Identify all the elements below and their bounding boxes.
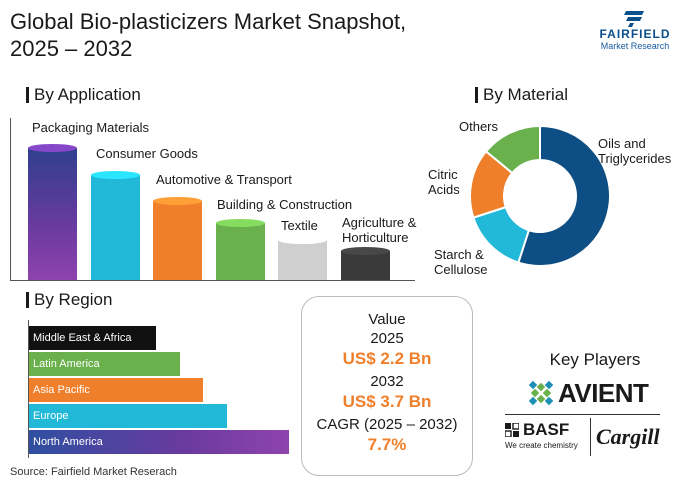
value-year-2025: 2025 bbox=[370, 330, 404, 347]
application-y-axis bbox=[10, 118, 11, 280]
fairfield-logo: FAIRFIELD Market Research bbox=[585, 8, 685, 51]
page-title: Global Bio-plasticizers Market Snapshot,… bbox=[10, 8, 510, 62]
region-bar: Asia Pacific bbox=[29, 378, 203, 402]
logo-brand: FAIRFIELD bbox=[599, 27, 671, 41]
region-bar: Middle East & Africa bbox=[29, 326, 156, 350]
logo-subtitle: Market Research bbox=[600, 41, 670, 51]
application-label: Textile bbox=[281, 218, 318, 233]
basf-logo: BASF We create chemistry bbox=[505, 420, 587, 450]
section-marker bbox=[475, 87, 478, 103]
material-label-starch: Starch & Cellulose bbox=[434, 247, 488, 277]
material-slice bbox=[517, 124, 611, 267]
region-bar-label: Europe bbox=[33, 410, 69, 422]
application-bar-body bbox=[28, 148, 77, 280]
application-label: Consumer Goods bbox=[96, 146, 198, 161]
application-bar-top bbox=[341, 247, 390, 255]
value-2032: US$ 3.7 Bn bbox=[342, 392, 432, 411]
section-application: By Application bbox=[26, 85, 141, 105]
section-material: By Material bbox=[475, 85, 568, 105]
title-line-2: 2025 – 2032 bbox=[10, 36, 133, 61]
value-title: Value bbox=[368, 311, 406, 328]
application-label: Packaging Materials bbox=[32, 120, 150, 135]
application-bar-body bbox=[341, 251, 390, 280]
value-year-2032: 2032 bbox=[370, 373, 404, 390]
market-value-box: Value 2025 US$ 2.2 Bn 2032 US$ 3.7 Bn CA… bbox=[301, 296, 473, 476]
application-bar bbox=[216, 219, 265, 280]
material-label-others: Others bbox=[459, 119, 499, 134]
application-x-axis bbox=[10, 280, 415, 281]
application-bar bbox=[278, 236, 327, 280]
material-slice bbox=[484, 124, 541, 175]
fairfield-logo-icon bbox=[624, 11, 644, 27]
application-bar-top bbox=[153, 197, 202, 205]
section-application-label: By Application bbox=[34, 85, 141, 104]
region-bar-label: Middle East & Africa bbox=[33, 332, 132, 344]
application-bar-top bbox=[28, 144, 77, 152]
region-bar-label: North America bbox=[33, 436, 103, 448]
section-marker bbox=[26, 87, 29, 103]
key-players-title: Key Players bbox=[549, 350, 641, 369]
avient-wordmark: AVIENT bbox=[558, 377, 649, 408]
logo-divider-horizontal bbox=[505, 414, 660, 415]
value-2025: US$ 2.2 Bn bbox=[342, 349, 432, 368]
application-label: Automotive & Transport bbox=[156, 172, 292, 187]
section-region-label: By Region bbox=[34, 290, 113, 309]
region-bar: Latin America bbox=[29, 352, 180, 376]
avient-logo: AVIENT bbox=[528, 378, 653, 408]
application-bar bbox=[153, 197, 202, 280]
section-region: By Region bbox=[26, 290, 112, 310]
basf-tagline: We create chemistry bbox=[505, 441, 578, 450]
application-bar-top bbox=[216, 219, 265, 227]
title-line-1: Global Bio-plasticizers Market Snapshot, bbox=[10, 9, 407, 34]
region-bar-label: Asia Pacific bbox=[33, 384, 90, 396]
application-bar bbox=[28, 144, 77, 280]
application-bar bbox=[341, 247, 390, 280]
region-y-axis bbox=[28, 320, 29, 458]
application-bar-body bbox=[216, 223, 265, 280]
logo-divider-vertical bbox=[590, 418, 591, 456]
application-bar-body bbox=[91, 175, 140, 280]
source-note: Source: Fairfield Market Reserach bbox=[10, 466, 177, 478]
cagr-value: 7.7% bbox=[367, 435, 407, 454]
basf-logo-icon bbox=[505, 423, 519, 437]
application-bar-top bbox=[91, 171, 140, 179]
application-bar-body bbox=[278, 240, 327, 280]
region-bar: North America bbox=[29, 430, 289, 454]
section-marker bbox=[26, 292, 29, 308]
region-bar-label: Latin America bbox=[33, 358, 100, 370]
avient-logo-icon bbox=[528, 380, 554, 406]
cargill-logo: Cargill bbox=[596, 424, 660, 449]
application-bar-body bbox=[153, 201, 202, 280]
section-material-label: By Material bbox=[483, 85, 569, 104]
material-label-oils: Oils and Triglycerides bbox=[598, 136, 672, 166]
material-donut-chart bbox=[469, 124, 611, 267]
application-bar-top bbox=[278, 236, 327, 244]
cagr-label: CAGR (2025 – 2032) bbox=[316, 416, 458, 433]
material-label-citric: Citric Acids bbox=[428, 167, 460, 197]
basf-wordmark: BASF bbox=[523, 420, 570, 439]
application-label: Building & Construction bbox=[217, 197, 353, 212]
region-bar: Europe bbox=[29, 404, 227, 428]
application-label: Agriculture & Horticulture bbox=[342, 215, 417, 245]
application-bar bbox=[91, 171, 140, 280]
